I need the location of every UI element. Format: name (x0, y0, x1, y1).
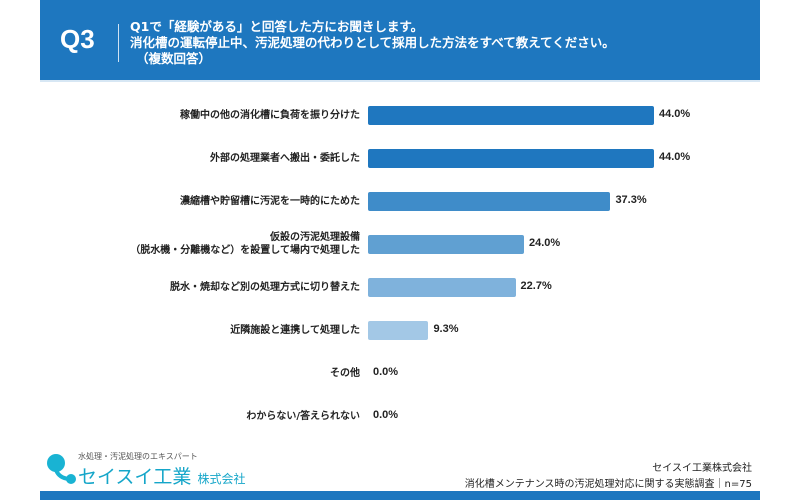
brand-suffix: 株式会社 (197, 472, 246, 486)
value-label: 9.3% (433, 323, 459, 335)
category-label: 外部の処理業者へ搬出・委託した (210, 152, 360, 164)
footer-bar (40, 491, 760, 500)
value-label: 44.0% (659, 108, 691, 120)
bar (368, 277, 516, 297)
value-label: 22.7% (520, 280, 552, 292)
category-label: 脱水・焼却など別の処理方式に切り替えた (170, 281, 360, 293)
question-number: Q3 (60, 24, 95, 54)
survey-source: 消化槽メンテナンス時の汚泥処理対応に関する実態調査｜n=75 (464, 479, 752, 490)
question-header: Q3 Q1で「経験がある」と回答した方にお聞きします。 消化槽の運転停止中、汚泥… (40, 0, 760, 80)
category-label: その他 (330, 367, 360, 379)
divider (118, 24, 119, 62)
category-label: 仮設の汚泥処理設備 （脱水機・分離機など）を設置して場内で処理した (130, 232, 360, 256)
brand-text: セイスイ工業 (78, 466, 192, 488)
company-name: セイスイ工業株式会社 (652, 463, 752, 474)
value-label: 0.0% (373, 409, 399, 421)
category-label: 近隣施設と連携して処理した (230, 324, 360, 336)
category-label: 稼働中の他の消化槽に負荷を振り分けた (180, 109, 360, 121)
bar (368, 148, 654, 168)
bar (368, 234, 524, 254)
value-label: 44.0% (659, 151, 691, 163)
tagline: 水処理・汚泥処理のエキスパート (78, 452, 198, 461)
category-label: 濃縮槽や貯留槽に汚泥を一時的にためた (180, 195, 360, 207)
brand-name: セイスイ工業 株式会社 (78, 462, 246, 489)
logo-drop-icon (47, 454, 76, 484)
value-label: 0.0% (373, 366, 399, 378)
header-underline (40, 80, 760, 82)
question-text: Q1で「経験がある」と回答した方にお聞きします。 消化槽の運転停止中、汚泥処理の… (130, 19, 615, 67)
question-note: （複数回答） (136, 51, 212, 66)
bar (368, 105, 654, 125)
bar (368, 320, 429, 340)
value-label: 24.0% (529, 237, 561, 249)
bar (368, 191, 611, 211)
category-label: わからない/答えられない (246, 410, 360, 422)
question-line: Q1で「経験がある」と回答した方にお聞きします。 (130, 19, 424, 34)
question-line: 消化槽の運転停止中、汚泥処理の代わりとして採用した方法をすべて教えてください。 (130, 35, 615, 50)
value-label: 37.3% (615, 194, 647, 206)
